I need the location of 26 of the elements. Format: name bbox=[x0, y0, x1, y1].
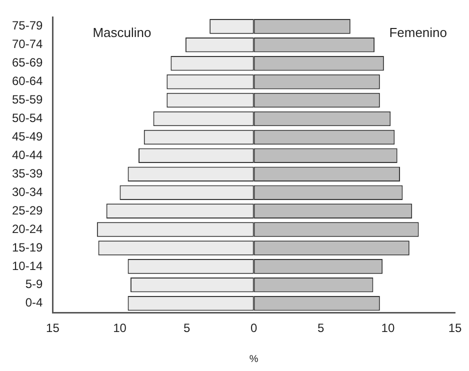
y-tick-label: 25-29 bbox=[12, 203, 44, 218]
y-tick-label: 5-9 bbox=[25, 277, 44, 292]
x-tick-label: 10 bbox=[381, 321, 395, 336]
x-tick-label: 5 bbox=[183, 321, 190, 336]
y-tick-label: 15-19 bbox=[12, 240, 44, 254]
text: Masculino bbox=[92, 24, 152, 40]
y-tick-label: 75-79 bbox=[12, 18, 44, 33]
y-tick-label: 65-69 bbox=[12, 56, 44, 70]
x-tick-label: 15 bbox=[46, 321, 60, 336]
y-tick-label: 20-24 bbox=[12, 222, 44, 236]
y-tick-label: 30-34 bbox=[12, 184, 44, 199]
y-tick-label: 35-39 bbox=[12, 166, 44, 180]
x-tick-label: 5 bbox=[318, 321, 325, 336]
y-tick-label: 50-54 bbox=[12, 111, 44, 126]
series-label: Femenino bbox=[389, 24, 447, 40]
y-tick-label: 40-44 bbox=[12, 148, 44, 162]
x-axis-title: % bbox=[249, 354, 258, 365]
x-tick-label: 15 bbox=[448, 321, 462, 336]
y-tick-label: 0-4 bbox=[25, 296, 44, 310]
x-tick-label: 10 bbox=[113, 321, 127, 336]
y-tick-label: 60-64 bbox=[12, 74, 44, 88]
y-tick-label: 70-74 bbox=[12, 37, 44, 52]
y-tick-label: 45-49 bbox=[12, 130, 44, 144]
y-tick-label: 10-14 bbox=[12, 258, 44, 273]
y-tick-label: 55-59 bbox=[12, 92, 44, 107]
x-tick-label: 0 bbox=[250, 321, 258, 336]
